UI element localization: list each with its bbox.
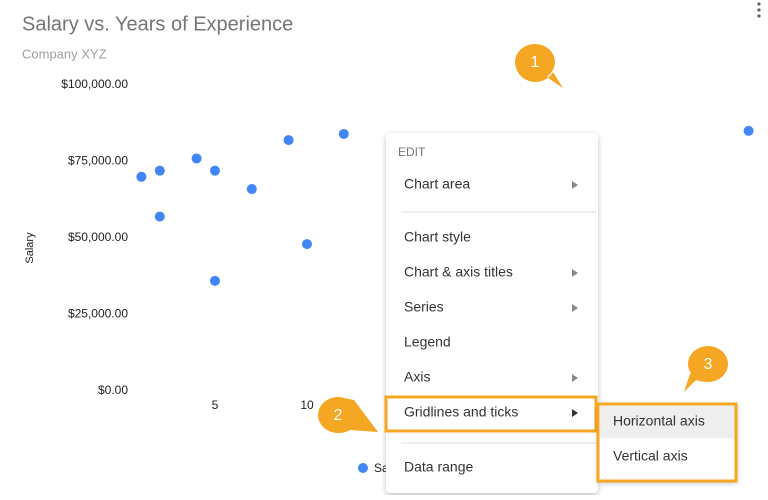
point — [210, 275, 220, 286]
point — [283, 135, 294, 146]
menu-item[interactable]: Series — [404, 299, 444, 315]
callout-number: 1 — [531, 54, 540, 71]
y-tick-label: $100,000.00 — [61, 77, 128, 91]
context-menu: EDIT Chart area Chart style Chart & axis ti… — [384, 133, 738, 493]
callouts: 1 2 3 — [318, 44, 728, 433]
point — [154, 165, 165, 176]
point — [338, 128, 349, 139]
point — [302, 239, 312, 250]
point — [191, 153, 202, 164]
submenu-arrow — [572, 409, 578, 417]
menu-panel — [386, 133, 598, 493]
submenu-item[interactable]: Vertical axis — [613, 448, 688, 464]
submenu-arrow — [572, 269, 578, 277]
submenu-arrow — [572, 374, 578, 382]
submenu-item[interactable]: Horizontal axis — [613, 413, 705, 429]
chart-title: Salary vs. Years of Experience — [22, 13, 293, 35]
submenu-arrow — [572, 304, 578, 312]
point — [246, 184, 257, 195]
y-tick-label: $75,000.00 — [68, 154, 128, 168]
submenu-hover — [600, 406, 735, 438]
menu-item[interactable]: Chart & axis titles — [404, 264, 513, 280]
menu-item[interactable]: Gridlines and ticks — [404, 404, 518, 420]
plot: $0.00 $25,000.00 $50,000.00 $75,000.00 $100,… — [61, 77, 754, 475]
point — [743, 125, 754, 136]
callout-bubble — [515, 44, 555, 80]
chart-subtitle: Company XYZ — [22, 46, 107, 61]
y-tick-label: $50,000.00 — [68, 230, 128, 244]
more-icon[interactable] — [757, 2, 761, 18]
menu-highlight — [384, 395, 598, 433]
callout-bubble — [688, 346, 728, 382]
callout-number: 3 — [704, 356, 713, 373]
x-tick-label: 5 — [212, 398, 219, 412]
legend-marker — [358, 463, 368, 473]
menu-item[interactable]: Chart style — [404, 229, 471, 245]
y-tick-label: $25,000.00 — [68, 307, 128, 321]
x-tick-label: 10 — [300, 398, 314, 412]
menu-item[interactable]: Chart area — [404, 176, 470, 192]
point — [154, 211, 165, 222]
y-axis-title: Salary — [24, 232, 36, 264]
submenu-highlight — [596, 402, 738, 483]
callout-bubble — [318, 397, 358, 433]
menu-header: EDIT — [398, 145, 426, 159]
menu-item[interactable]: Axis — [404, 369, 430, 385]
submenu-arrow — [572, 181, 578, 189]
y-tick-label: $0.00 — [98, 383, 128, 397]
point — [210, 165, 220, 176]
menu-item[interactable]: Legend — [404, 334, 451, 350]
menu-item[interactable]: Data range — [404, 459, 473, 475]
point — [136, 171, 147, 182]
callout-number: 2 — [334, 407, 343, 424]
